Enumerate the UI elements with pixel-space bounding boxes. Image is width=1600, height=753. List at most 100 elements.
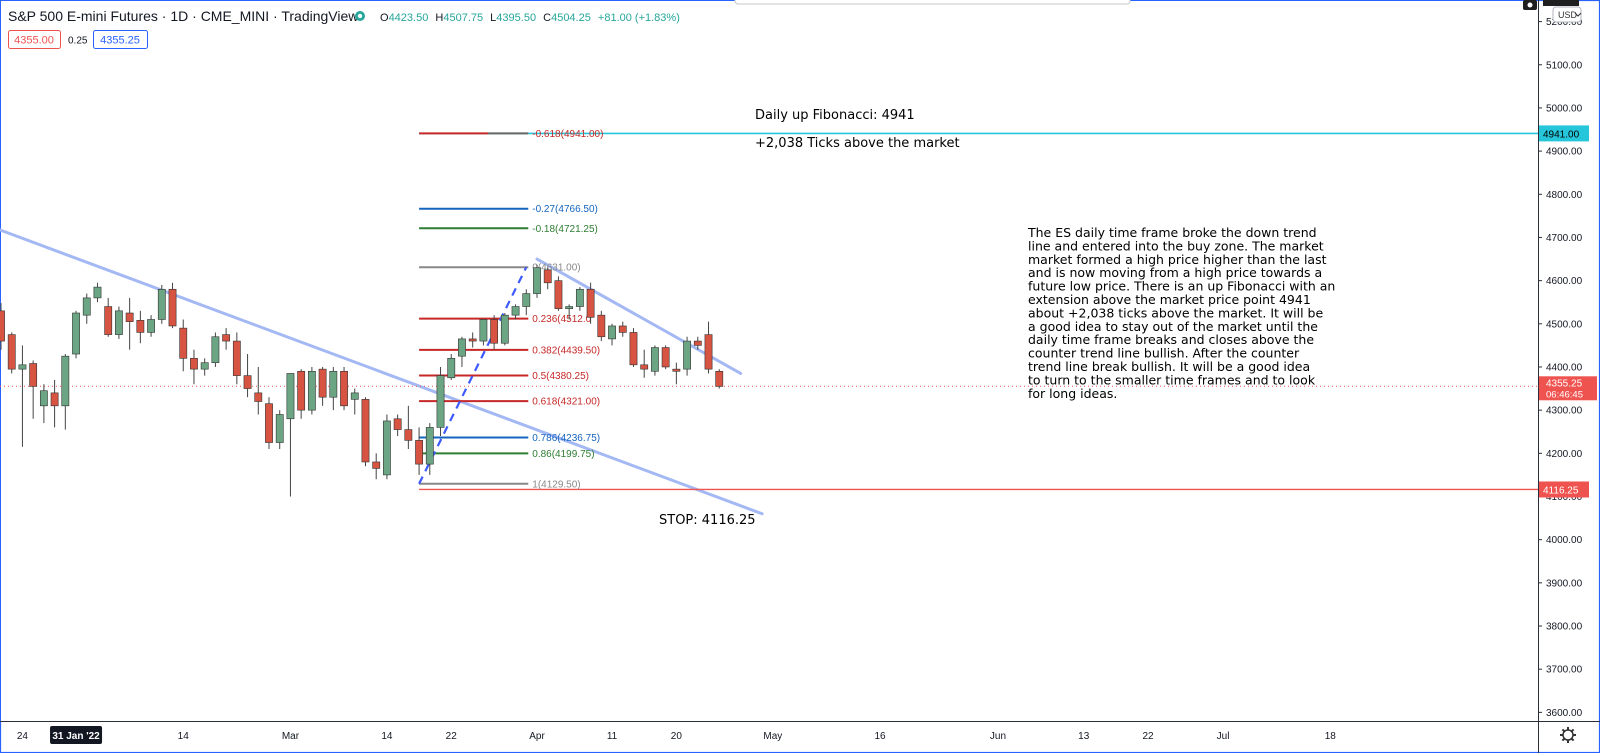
fib-ticks-note[interactable]: +2,038 Ticks above the market bbox=[755, 136, 960, 151]
candle[interactable] bbox=[618, 321, 627, 337]
symbol-title[interactable]: S&P 500 E-mini Futures · 1D · CME_MINI ·… bbox=[8, 8, 359, 24]
candle[interactable] bbox=[125, 297, 134, 350]
countdown-label: 06:46:45 bbox=[1546, 389, 1583, 400]
candle[interactable] bbox=[297, 369, 306, 419]
candle[interactable] bbox=[136, 310, 145, 344]
candle[interactable] bbox=[608, 323, 616, 346]
candle[interactable] bbox=[190, 349, 198, 385]
candle[interactable] bbox=[286, 373, 295, 497]
candle[interactable] bbox=[672, 362, 681, 385]
candle[interactable] bbox=[61, 354, 70, 430]
price-tick-label: 3900.00 bbox=[1546, 578, 1583, 589]
candle[interactable] bbox=[436, 366, 445, 437]
candle[interactable] bbox=[232, 332, 241, 385]
candle[interactable] bbox=[329, 366, 338, 411]
screenshot-icon[interactable] bbox=[1523, 0, 1537, 10]
stop-price-tag[interactable] bbox=[1539, 481, 1589, 498]
candle[interactable] bbox=[318, 366, 327, 406]
candle[interactable] bbox=[350, 388, 359, 415]
candle[interactable] bbox=[211, 332, 220, 367]
candle[interactable] bbox=[511, 304, 520, 320]
candle[interactable] bbox=[275, 410, 284, 450]
price-tick-label: 4400.00 bbox=[1546, 362, 1583, 373]
time-cursor-badge bbox=[50, 726, 103, 744]
candle[interactable] bbox=[640, 349, 649, 378]
candle[interactable] bbox=[254, 366, 263, 415]
candle[interactable] bbox=[0, 303, 5, 350]
candle[interactable] bbox=[307, 366, 316, 415]
candle[interactable] bbox=[597, 310, 606, 342]
candle[interactable] bbox=[361, 397, 370, 467]
candle[interactable] bbox=[29, 360, 38, 419]
candle[interactable] bbox=[104, 297, 113, 337]
candle-body bbox=[565, 306, 574, 309]
candle[interactable] bbox=[18, 345, 27, 447]
candle[interactable] bbox=[50, 379, 59, 428]
candle-body bbox=[479, 319, 488, 342]
candle[interactable] bbox=[629, 328, 638, 367]
candle[interactable] bbox=[500, 313, 509, 346]
sell-price-box[interactable]: 4355.00 bbox=[8, 30, 61, 49]
fib-title-note[interactable]: Daily up Fibonacci: 4941 bbox=[755, 108, 915, 123]
top-toolbar-stub[interactable] bbox=[734, 0, 1131, 5]
candle[interactable] bbox=[93, 282, 102, 303]
candle[interactable] bbox=[200, 358, 209, 376]
candle[interactable] bbox=[651, 345, 659, 376]
candle[interactable] bbox=[340, 366, 348, 411]
candle[interactable] bbox=[661, 345, 670, 370]
candle[interactable] bbox=[586, 282, 595, 324]
fib-swing-line[interactable] bbox=[418, 266, 528, 485]
current-price-tag[interactable] bbox=[1539, 376, 1597, 401]
candle[interactable] bbox=[543, 267, 552, 290]
candle[interactable] bbox=[683, 336, 691, 376]
candle[interactable] bbox=[415, 427, 423, 475]
candle[interactable] bbox=[39, 384, 48, 424]
plot-area[interactable]: -0.618(4941.00) -0.27(4766.50) -0.18(4721.… bbox=[0, 1, 1538, 721]
candle[interactable] bbox=[147, 315, 155, 337]
candle[interactable] bbox=[115, 306, 123, 339]
candle-body bbox=[82, 297, 91, 316]
candle[interactable] bbox=[265, 397, 273, 450]
analysis-line: counter trend line bullish. After the co… bbox=[1028, 346, 1300, 361]
candle[interactable] bbox=[490, 315, 499, 350]
candle[interactable] bbox=[575, 287, 584, 311]
price-tick-label: 4500.00 bbox=[1546, 319, 1583, 330]
candle[interactable] bbox=[704, 321, 713, 374]
candle[interactable] bbox=[565, 304, 574, 320]
candle[interactable] bbox=[179, 319, 188, 372]
candle[interactable] bbox=[693, 336, 702, 350]
candle[interactable] bbox=[468, 332, 477, 348]
target-price-tag[interactable] bbox=[1539, 125, 1589, 142]
buy-price-box[interactable]: 4355.25 bbox=[93, 30, 148, 49]
candle[interactable] bbox=[458, 336, 466, 367]
candle[interactable] bbox=[243, 354, 252, 398]
candle-body bbox=[329, 370, 338, 398]
candle[interactable] bbox=[522, 289, 531, 316]
candle[interactable] bbox=[157, 284, 166, 324]
candle[interactable] bbox=[82, 293, 91, 324]
candle[interactable] bbox=[425, 423, 434, 475]
candle-body bbox=[0, 310, 5, 342]
trendline-main-downtrend[interactable] bbox=[0, 222, 764, 516]
candle[interactable] bbox=[554, 276, 563, 311]
candle[interactable] bbox=[447, 354, 456, 380]
fib-level-label: -0.18(4721.25) bbox=[532, 224, 598, 235]
candle[interactable] bbox=[715, 369, 724, 389]
currency-selector[interactable]: USD bbox=[1552, 6, 1582, 23]
price-axis[interactable]: 5200.00 5100.00 5000.00 4900.00 4800.00 4700.… bbox=[1538, 17, 1597, 719]
candle[interactable] bbox=[393, 414, 402, 437]
time-axis[interactable]: 24 31 Jan '22 14 Mar 14 22 Apr 11 20 May 16 Jun 13 22… bbox=[17, 726, 1336, 744]
candle[interactable] bbox=[72, 310, 80, 359]
candle[interactable] bbox=[222, 328, 231, 350]
analysis-note[interactable]: The ES daily time frame broke the down t… bbox=[1027, 225, 1335, 401]
candle[interactable] bbox=[372, 453, 381, 480]
candle[interactable] bbox=[383, 414, 391, 480]
candle[interactable] bbox=[479, 319, 488, 346]
candle[interactable] bbox=[533, 264, 541, 298]
candle[interactable] bbox=[168, 282, 177, 329]
stop-note[interactable]: STOP: 4116.25 bbox=[659, 513, 756, 528]
candle[interactable] bbox=[7, 332, 16, 374]
candle[interactable] bbox=[404, 405, 413, 450]
candle-body bbox=[693, 340, 702, 346]
settings-gear-icon[interactable] bbox=[1560, 727, 1576, 743]
